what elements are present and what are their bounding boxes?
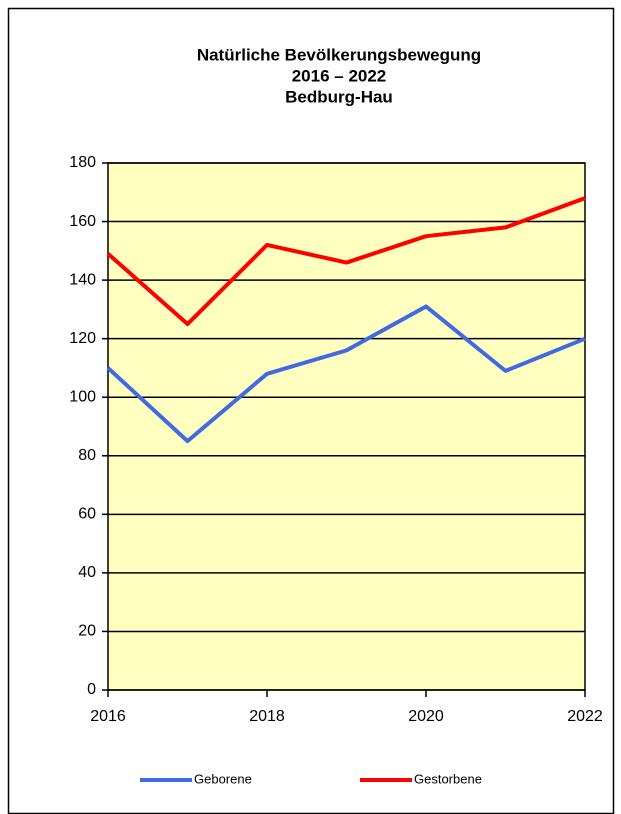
chart-title: 2016 – 2022 bbox=[292, 66, 387, 85]
y-tick-label: 40 bbox=[78, 564, 96, 581]
x-tick-label: 2016 bbox=[90, 708, 126, 725]
y-tick-label: 100 bbox=[69, 388, 96, 405]
y-tick-label: 160 bbox=[69, 213, 96, 230]
y-tick-label: 120 bbox=[69, 330, 96, 347]
legend-label: Geborene bbox=[194, 771, 252, 786]
x-tick-label: 2022 bbox=[567, 708, 603, 725]
y-tick-label: 0 bbox=[87, 681, 96, 698]
y-tick-label: 140 bbox=[69, 271, 96, 288]
series-line bbox=[106, 196, 586, 327]
y-tick-label: 80 bbox=[78, 447, 96, 464]
legend-label: Gestorbene bbox=[414, 771, 482, 786]
y-tick-label: 20 bbox=[78, 623, 96, 640]
chart-title: Bedburg-Hau bbox=[285, 87, 393, 106]
y-tick-label: 60 bbox=[78, 506, 96, 523]
plot-area bbox=[108, 163, 585, 690]
x-tick-label: 2020 bbox=[408, 708, 444, 725]
plot-border bbox=[107, 162, 586, 691]
chart-title: Natürliche Bevölkerungsbewegung bbox=[197, 45, 481, 64]
x-tick-label: 2018 bbox=[249, 708, 285, 725]
series-line bbox=[106, 304, 586, 444]
y-tick-label: 180 bbox=[69, 154, 96, 171]
